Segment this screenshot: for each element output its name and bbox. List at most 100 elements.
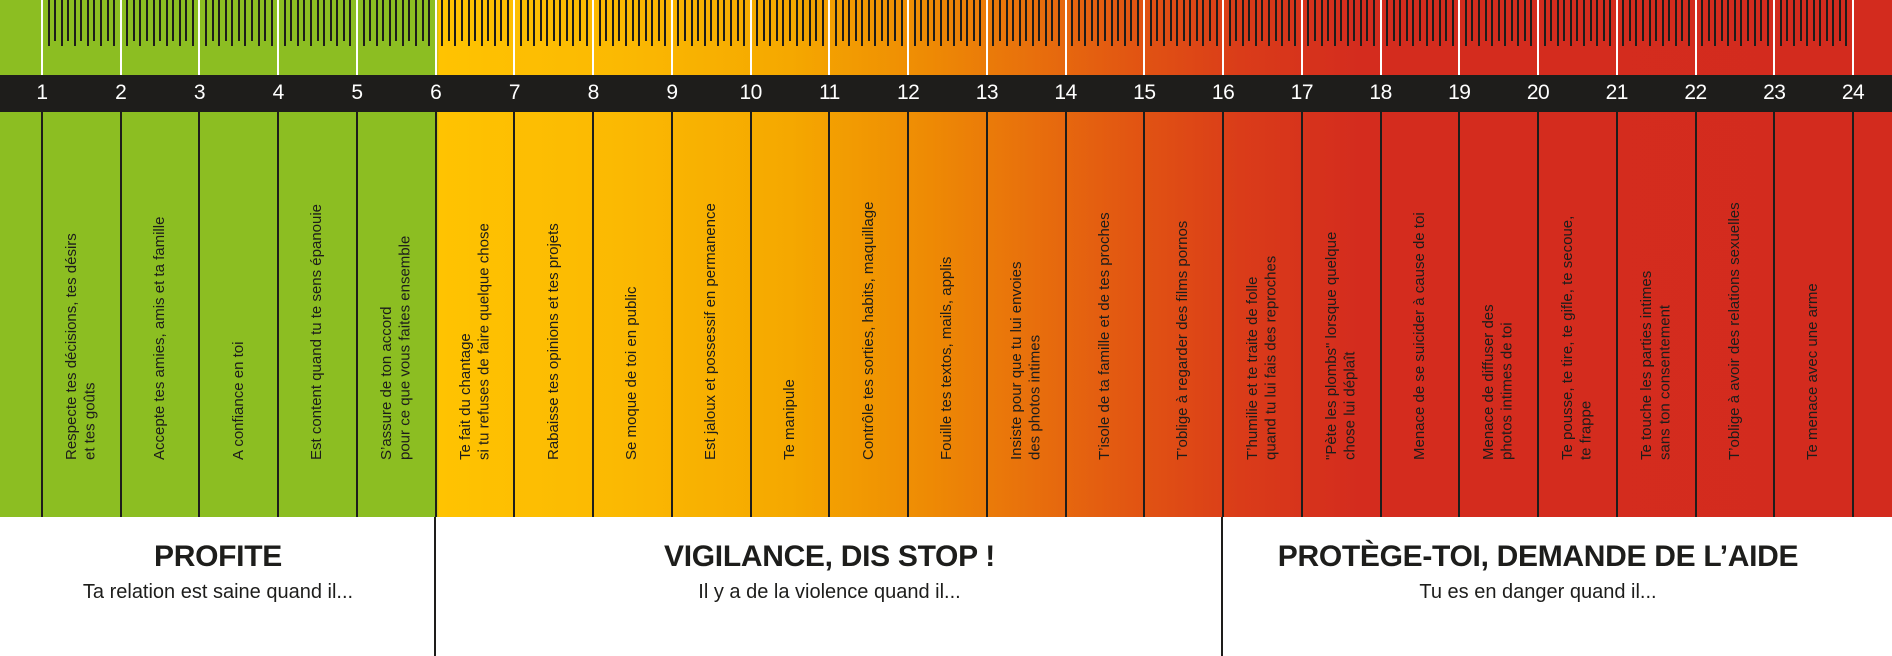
tick-mark bbox=[1287, 0, 1290, 41]
tick-mark bbox=[290, 0, 293, 41]
tick-mark bbox=[880, 0, 883, 41]
scale-number: 1 bbox=[36, 81, 48, 104]
tick-mark bbox=[1254, 0, 1257, 46]
behavior-label: T’oblige à avoir des relations sexuelles bbox=[1725, 202, 1743, 460]
tick-mark bbox=[1609, 0, 1612, 46]
tick-mark bbox=[533, 0, 536, 46]
tick-mark bbox=[382, 0, 385, 41]
behavior-label: Fouille tes textos, mails, applis bbox=[938, 256, 956, 460]
tick-mark bbox=[1176, 0, 1179, 46]
tick-mark bbox=[598, 0, 601, 46]
tick-mark bbox=[1274, 0, 1277, 41]
tick-mark bbox=[815, 0, 818, 41]
tick-mark bbox=[93, 0, 96, 41]
tick-mark bbox=[415, 0, 417, 46]
behavior-column: A confiance en toi bbox=[199, 112, 278, 517]
tick-mark bbox=[500, 0, 503, 41]
tick-mark bbox=[1163, 0, 1166, 46]
tick-mark bbox=[493, 0, 496, 46]
tick-mark bbox=[185, 0, 188, 41]
scale-number: 17 bbox=[1290, 81, 1314, 104]
tick-mark bbox=[1248, 0, 1251, 41]
zone-divider-line bbox=[1221, 517, 1223, 656]
tick-mark bbox=[1504, 0, 1507, 46]
tick-mark bbox=[1425, 0, 1428, 46]
tick-mark bbox=[1727, 0, 1730, 46]
tick-mark bbox=[401, 0, 404, 46]
tick-mark bbox=[1576, 0, 1579, 41]
tick-mark bbox=[1714, 0, 1717, 46]
tick-mark bbox=[80, 0, 83, 41]
major-scale-line bbox=[1222, 0, 1225, 84]
tick-mark bbox=[1228, 0, 1231, 46]
tick-mark bbox=[657, 0, 660, 41]
tick-mark bbox=[1596, 0, 1599, 46]
tick-mark bbox=[953, 0, 956, 46]
scale-number: 5 bbox=[351, 81, 363, 104]
tick-mark bbox=[1766, 0, 1769, 46]
column-divider-line bbox=[1300, 112, 1303, 517]
tick-mark bbox=[677, 0, 680, 46]
column-divider-line bbox=[1064, 112, 1067, 517]
column-divider-line bbox=[907, 112, 910, 517]
tick-mark bbox=[716, 0, 719, 46]
tick-mark bbox=[323, 0, 326, 46]
tick-mark bbox=[1333, 0, 1336, 46]
tick-mark bbox=[1701, 0, 1704, 46]
column-divider-line bbox=[277, 112, 280, 517]
column-divider-line bbox=[670, 112, 673, 517]
tick-mark bbox=[165, 0, 168, 46]
scale-number: 20 bbox=[1526, 81, 1550, 104]
tick-mark bbox=[139, 0, 142, 46]
tick-mark bbox=[1674, 0, 1677, 46]
scale-number: 14 bbox=[1054, 81, 1077, 104]
behavior-column: Insiste pour que tu lui envoies des phot… bbox=[987, 112, 1066, 517]
tick-mark bbox=[1189, 0, 1192, 46]
scale-number: 11 bbox=[818, 81, 840, 104]
major-scale-line bbox=[1852, 0, 1855, 84]
behavior-label: Te pousse, te tire, te gifle, te secoue,… bbox=[1558, 215, 1595, 460]
tick-mark bbox=[1779, 0, 1782, 46]
tick-mark bbox=[60, 0, 63, 46]
behavior-column: S’assure de ton accord pour ce que vous … bbox=[357, 112, 436, 517]
behavior-label: Est content quand tu te sens épanouie bbox=[308, 203, 326, 460]
scale-number: 8 bbox=[587, 81, 600, 104]
behavior-label: Accepte tes amies, amis et ta famille bbox=[150, 216, 168, 460]
behavior-column: Te manipule bbox=[751, 112, 830, 517]
tick-mark bbox=[1517, 0, 1520, 46]
column-divider-line bbox=[1694, 112, 1697, 517]
tick-mark bbox=[237, 0, 240, 41]
behavior-column: Rabaisse tes opinions et tes projets bbox=[514, 112, 593, 517]
behavior-label: Te fait du chantage si tu refuses de fai… bbox=[456, 223, 493, 460]
column-divider-line bbox=[1615, 112, 1618, 517]
tick-mark bbox=[861, 0, 864, 46]
behavior-column: T’humilie et te traite de folle quand tu… bbox=[1223, 112, 1302, 517]
tick-mark bbox=[1110, 0, 1113, 46]
tick-mark bbox=[520, 0, 522, 46]
major-scale-line bbox=[513, 0, 516, 84]
tick-mark bbox=[172, 0, 175, 41]
tick-mark bbox=[1373, 0, 1376, 46]
column-divider-line bbox=[828, 112, 831, 517]
tick-mark bbox=[1386, 0, 1389, 46]
behavior-label: Menace de diffuser des photos intimes de… bbox=[1480, 304, 1516, 460]
behavior-column: Est jaloux et possessif en permanence bbox=[672, 112, 751, 517]
tick-mark bbox=[1523, 0, 1526, 41]
tick-mark bbox=[1320, 0, 1323, 46]
tick-mark bbox=[736, 0, 739, 41]
tick-mark bbox=[972, 0, 975, 41]
tick-mark bbox=[460, 0, 463, 41]
column-divider-line bbox=[1852, 112, 1855, 517]
tick-mark bbox=[1792, 0, 1795, 46]
major-scale-line bbox=[1773, 0, 1776, 84]
tick-mark bbox=[1103, 0, 1106, 41]
tick-mark bbox=[1602, 0, 1605, 41]
tick-mark bbox=[113, 0, 116, 46]
tick-mark bbox=[854, 0, 857, 41]
major-scale-line bbox=[749, 0, 752, 84]
tick-mark bbox=[664, 0, 667, 46]
tick-mark bbox=[1668, 0, 1671, 41]
behavior-label: S’assure de ton accord pour ce que vous … bbox=[377, 235, 414, 460]
behavior-label: Te touche les parties intimes sans ton c… bbox=[1637, 270, 1674, 460]
